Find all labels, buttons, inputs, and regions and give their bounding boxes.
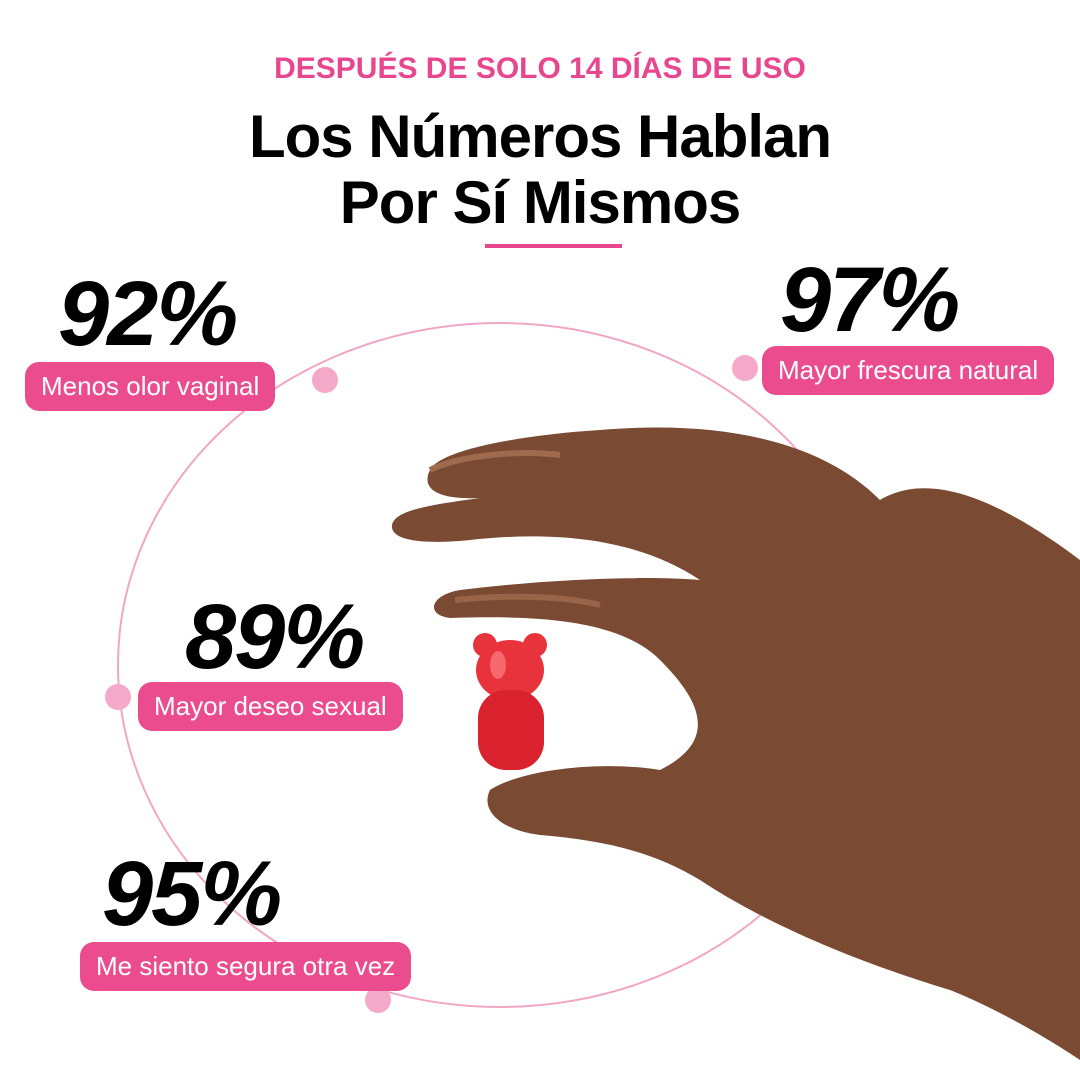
stat-value: 92% bbox=[58, 263, 238, 365]
stat-label: Mayor frescura natural bbox=[762, 346, 1055, 395]
title-line: Los Números Hablan bbox=[248, 103, 832, 170]
stat-value: 95% bbox=[102, 843, 282, 945]
dot bbox=[105, 684, 131, 710]
stat-value: 89% bbox=[185, 586, 365, 688]
stat-value: 97% bbox=[780, 249, 960, 351]
hand bbox=[391, 427, 1080, 1061]
eyebrow: DESPUÉS DE SOLO 14 DÍAS DE USO bbox=[274, 52, 806, 85]
stat-label: Me siento segura otra vez bbox=[80, 942, 412, 991]
stat-label: Mayor deseo sexual bbox=[138, 682, 403, 731]
dot bbox=[365, 987, 391, 1013]
stat-label: Menos olor vaginal bbox=[25, 362, 276, 411]
gummy-bear bbox=[473, 633, 547, 770]
dot bbox=[732, 355, 758, 381]
dot bbox=[312, 367, 338, 393]
hand-shape bbox=[391, 427, 1080, 1061]
title-line: Por Sí Mismos bbox=[339, 169, 741, 236]
